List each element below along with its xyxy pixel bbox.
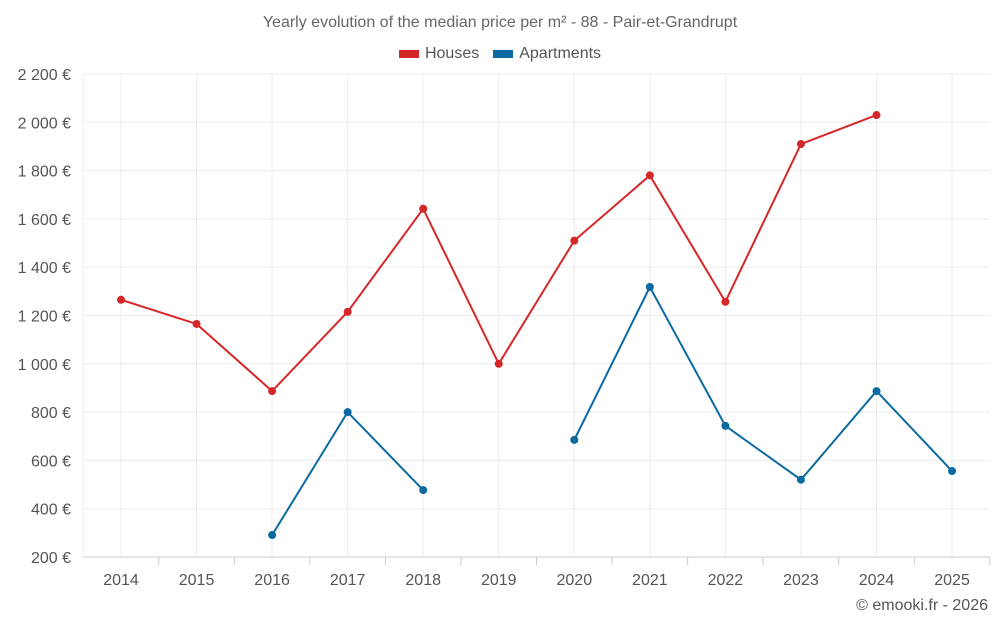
data-point-houses (721, 297, 730, 306)
data-point-houses (343, 307, 352, 316)
credit: © emooki.fr - 2026 (856, 597, 988, 614)
data-point-apartments (872, 387, 881, 396)
data-point-houses (796, 140, 805, 149)
x-tick-label: 2017 (330, 572, 366, 589)
x-tick-label: 2016 (254, 572, 290, 589)
data-point-apartments (645, 283, 654, 292)
x-tick-label: 2022 (708, 572, 744, 589)
x-tick-label: 2019 (481, 572, 517, 589)
data-point-houses (268, 387, 277, 396)
data-point-houses (117, 295, 125, 304)
data-point-houses (192, 319, 201, 328)
data-point-apartments (796, 475, 805, 484)
y-tick-label: 800 € (31, 405, 71, 422)
data-point-houses (872, 111, 881, 120)
data-point-apartments (721, 421, 730, 430)
data-point-houses (645, 171, 654, 180)
legend-swatch-apartments (493, 50, 514, 58)
data-point-houses (570, 236, 579, 245)
data-point-houses (419, 204, 428, 213)
y-tick-label: 400 € (31, 502, 71, 519)
x-tick-label: 2015 (179, 572, 215, 589)
y-tick-label: 1 800 € (18, 164, 71, 181)
data-point-houses (494, 359, 503, 368)
data-point-apartments (948, 467, 957, 476)
legend: Houses Apartments (0, 45, 1000, 63)
legend-item-apartments[interactable]: Apartments (493, 45, 601, 63)
series-line-apartments (573, 284, 953, 482)
x-tick-label: 2025 (934, 572, 970, 589)
x-tick-label: 2021 (632, 572, 668, 589)
legend-swatch-houses (398, 50, 419, 58)
y-tick-label: 1 000 € (18, 357, 71, 374)
x-tick-label: 2023 (783, 572, 819, 589)
data-point-apartments (570, 435, 579, 444)
x-tick-label: 2024 (859, 572, 895, 589)
y-tick-label: 2 000 € (18, 115, 71, 132)
legend-label-apartments: Apartments (519, 45, 602, 62)
data-point-apartments (419, 486, 428, 495)
data-point-apartments (343, 408, 352, 417)
chart-title: Yearly evolution of the median price per… (262, 14, 738, 31)
y-tick-label: 2 200 € (18, 67, 71, 84)
y-tick-label: 1 200 € (18, 309, 71, 326)
y-tick-label: 200 € (31, 550, 71, 567)
y-tick-label: 1 400 € (18, 260, 71, 277)
y-tick-label: 600 € (31, 453, 71, 470)
x-tick-label: 2018 (405, 572, 441, 589)
x-tick-label: 2020 (557, 572, 593, 589)
x-tick-label: 2014 (103, 572, 139, 589)
data-point-apartments (268, 531, 277, 540)
y-tick-label: 1 600 € (18, 212, 71, 229)
legend-item-houses[interactable]: Houses (398, 45, 480, 63)
legend-label-houses: Houses (424, 45, 480, 62)
